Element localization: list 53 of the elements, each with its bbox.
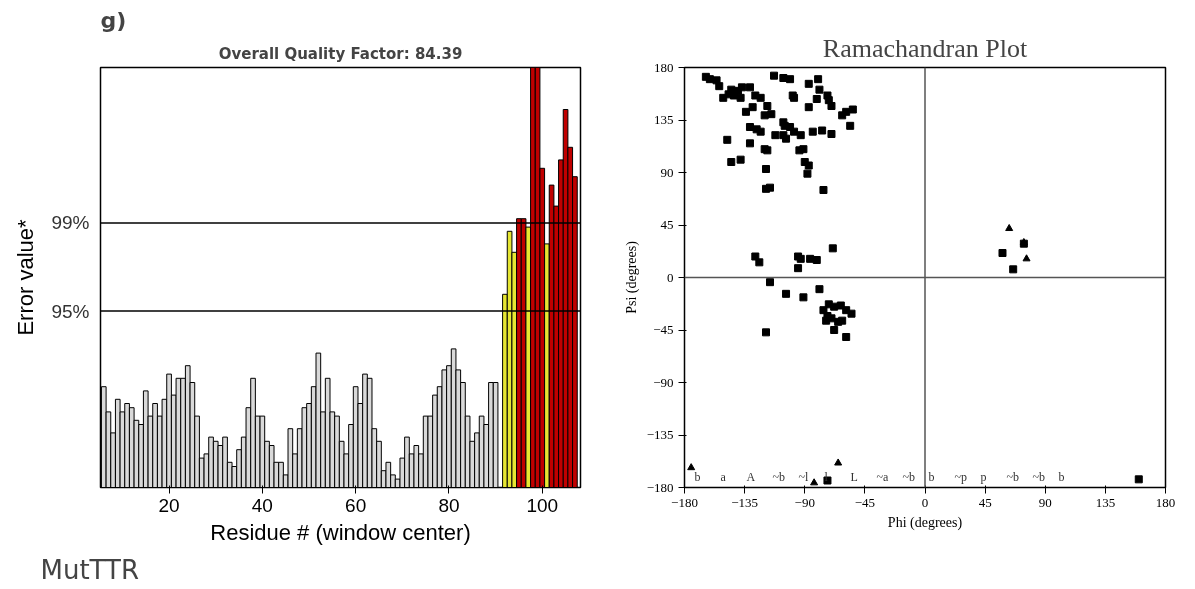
- x-tick-label: 20: [158, 494, 180, 516]
- text: 99%: [51, 212, 90, 234]
- annotation: ~l: [798, 469, 809, 484]
- y-tick-label: 0: [667, 269, 674, 285]
- annotation: p: [980, 469, 987, 484]
- y-tick-label: −90: [653, 374, 674, 390]
- x-tick-label: 180: [1155, 494, 1176, 510]
- annotation: ~b: [1032, 469, 1045, 484]
- annotation: b: [694, 469, 701, 484]
- y-axis-title: Error value*: [13, 218, 39, 336]
- y-tick-label: −45: [653, 322, 674, 337]
- annotation: A: [746, 469, 756, 484]
- annotation: ~p: [954, 469, 967, 484]
- annotation: ~a: [876, 469, 889, 484]
- y-axis-title: Psi (degrees): [623, 240, 640, 314]
- y-tick-label: 45: [660, 217, 674, 232]
- x-tick-label: 40: [251, 494, 273, 516]
- y-tick-label: 135: [654, 112, 674, 127]
- point: [810, 478, 819, 486]
- x-tick-label: 80: [438, 494, 460, 516]
- y-tick-label: −135: [646, 427, 674, 442]
- text: g): [100, 7, 127, 33]
- chart-title: Overall Quality Factor: 84.39: [218, 44, 463, 63]
- x-tick-label: 0: [921, 494, 929, 510]
- annotation: l: [824, 469, 829, 484]
- x-tick-label: −180: [671, 494, 698, 510]
- annotation: ~b: [772, 469, 785, 484]
- x-tick-label: 45: [978, 494, 992, 510]
- chart-title: Ramachandran Plot: [822, 33, 1028, 63]
- point: [834, 458, 843, 466]
- annotation: ~b: [902, 469, 915, 484]
- y-tick-label: −180: [646, 479, 674, 495]
- point: [687, 463, 696, 471]
- text: MutTTR: [40, 554, 139, 585]
- annotation: b: [1058, 469, 1065, 484]
- x-tick-label: 135: [1095, 494, 1116, 510]
- point: [1022, 254, 1031, 262]
- x-axis-title: Phi (degrees): [887, 514, 963, 531]
- point: [1005, 223, 1014, 232]
- x-tick-label: −135: [731, 494, 759, 510]
- x-tick-label: 60: [345, 494, 367, 516]
- x-tick-label: −45: [854, 494, 876, 510]
- x-axis-title: Residue # (window center): [210, 519, 471, 545]
- x-tick-label: −90: [794, 494, 815, 510]
- annotation: a: [720, 469, 727, 484]
- y-tick-label: 180: [654, 59, 674, 75]
- annotation: b: [928, 469, 935, 484]
- annotation: ~b: [1006, 469, 1019, 484]
- y-tick-label: 90: [660, 164, 674, 180]
- annotation: L: [850, 469, 858, 484]
- x-tick-label: 90: [1038, 494, 1052, 510]
- text: 95%: [51, 300, 90, 322]
- x-tick-label: 100: [526, 494, 559, 516]
